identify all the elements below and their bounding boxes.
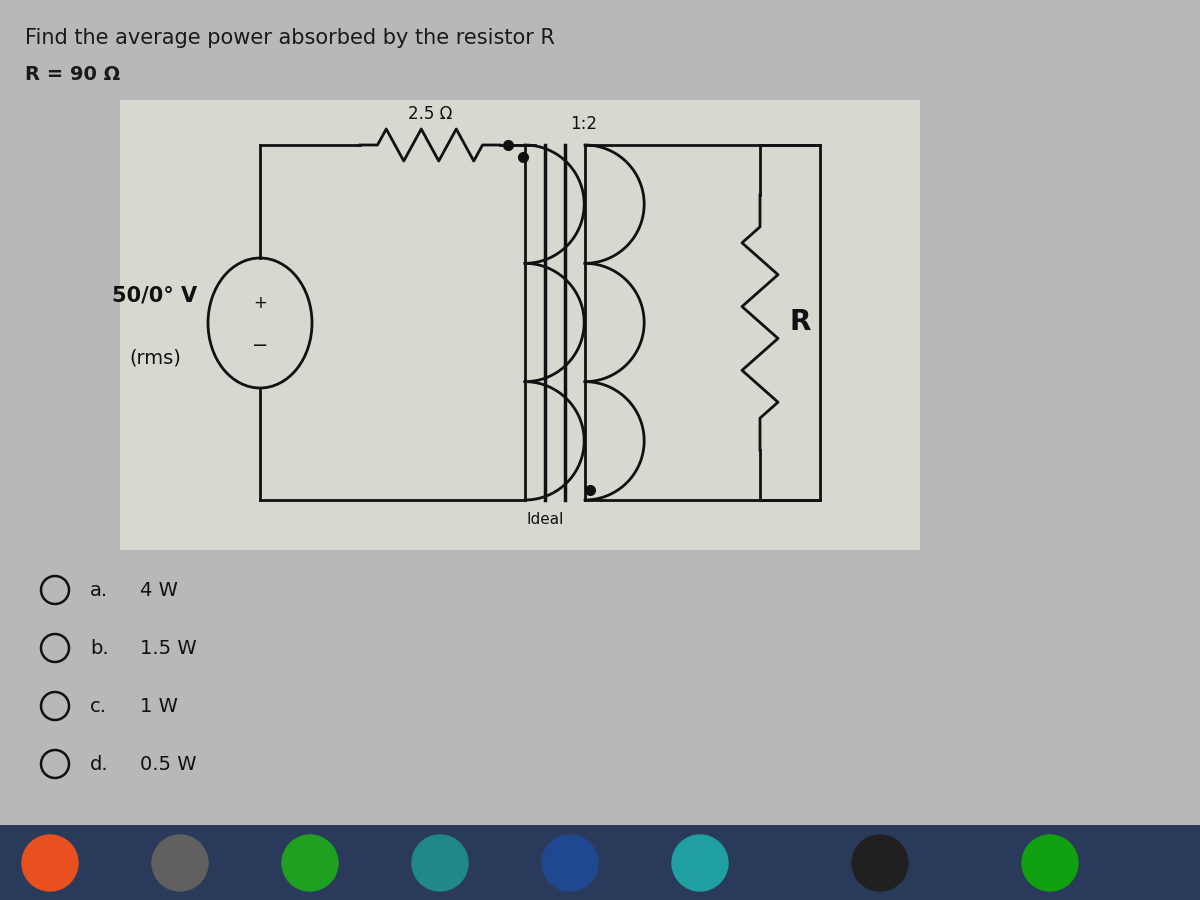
Text: +: + (253, 294, 266, 312)
Text: 0.5 W: 0.5 W (140, 754, 197, 773)
Text: 1 W: 1 W (140, 697, 178, 716)
Circle shape (412, 835, 468, 891)
Circle shape (22, 835, 78, 891)
Text: R: R (790, 309, 811, 337)
Bar (120, 100, 920, 550)
Circle shape (1022, 835, 1078, 891)
Text: 1.5 W: 1.5 W (140, 638, 197, 658)
Text: 4 W: 4 W (140, 580, 178, 599)
Text: Find the average power absorbed by the resistor R: Find the average power absorbed by the r… (25, 28, 554, 48)
Text: (rms): (rms) (130, 348, 181, 367)
Text: Ideal: Ideal (527, 512, 564, 527)
Text: 1:2: 1:2 (570, 115, 598, 133)
Bar (0, 825, 1200, 900)
Text: R = 90 Ω: R = 90 Ω (25, 65, 120, 84)
Text: 50/0° V: 50/0° V (113, 285, 198, 305)
Text: b.: b. (90, 638, 109, 658)
Text: d.: d. (90, 754, 109, 773)
Circle shape (542, 835, 598, 891)
Text: −: − (252, 336, 268, 355)
Text: a.: a. (90, 580, 108, 599)
Text: c.: c. (90, 697, 107, 716)
Circle shape (152, 835, 208, 891)
Text: 2.5 Ω: 2.5 Ω (408, 105, 452, 123)
Circle shape (852, 835, 908, 891)
Circle shape (672, 835, 728, 891)
Circle shape (282, 835, 338, 891)
